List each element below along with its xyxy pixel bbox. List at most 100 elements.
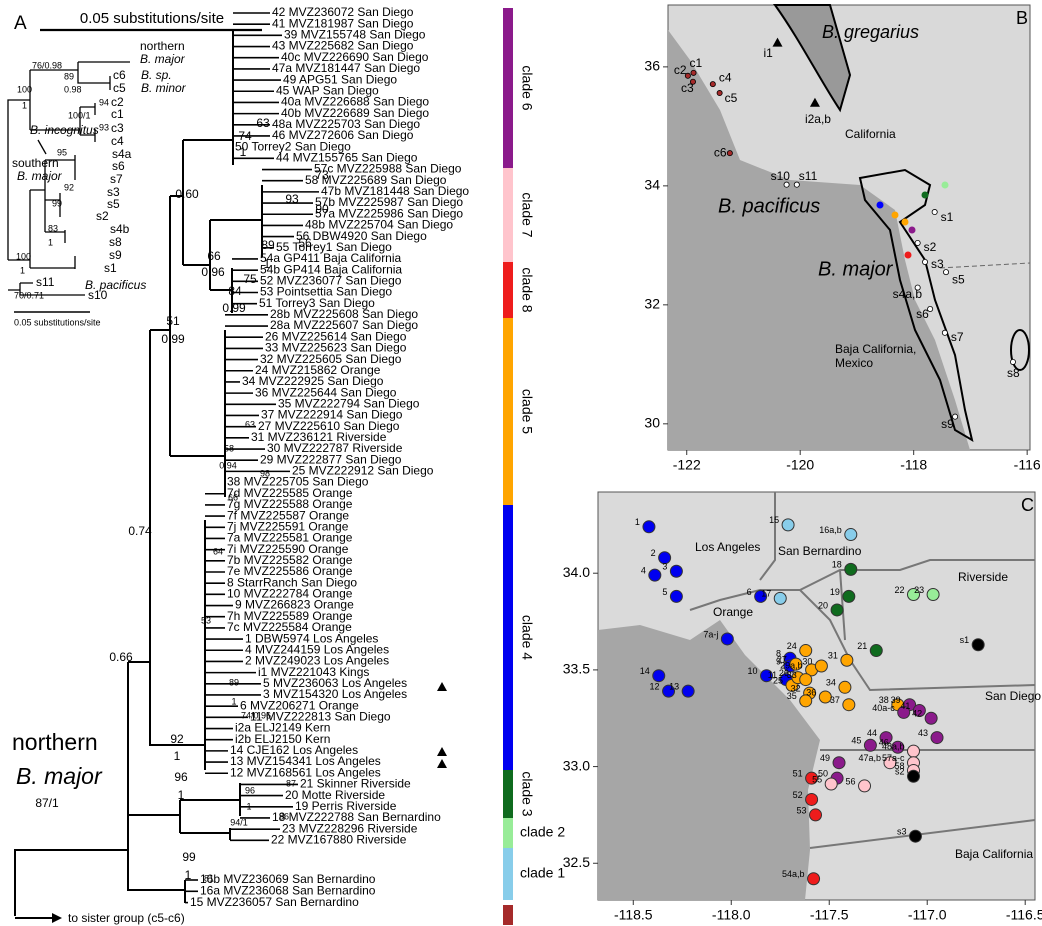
site-marker bbox=[972, 639, 984, 651]
site-marker bbox=[670, 590, 682, 602]
site-marker bbox=[649, 569, 661, 581]
inset-label: 95 bbox=[57, 147, 67, 157]
site-marker bbox=[782, 519, 794, 531]
place-label: B. gregarius bbox=[822, 22, 919, 42]
site-marker bbox=[864, 739, 876, 751]
inset-label: B. major bbox=[17, 169, 63, 183]
inset-label: s5 bbox=[107, 197, 120, 211]
support-value: 63 bbox=[245, 419, 255, 429]
clade-bar bbox=[503, 818, 513, 848]
site-label: 3 bbox=[662, 562, 667, 572]
site-marker bbox=[825, 778, 837, 790]
x-tick-label: -116.5 bbox=[1006, 907, 1042, 923]
site-marker bbox=[784, 182, 789, 187]
clade-bar bbox=[503, 770, 513, 818]
root-label: B. major bbox=[16, 763, 103, 789]
site-label: i1 bbox=[764, 46, 774, 60]
inset-label: 100 bbox=[17, 84, 32, 94]
site-marker bbox=[908, 770, 920, 782]
site-label: 12 bbox=[650, 682, 660, 692]
inset-label: s7 bbox=[110, 172, 123, 186]
page: Phylogeny and sampling maps { "panel_a":… bbox=[0, 0, 1042, 926]
x-tick-label: -118.5 bbox=[614, 907, 653, 923]
inset-label: 92 bbox=[64, 182, 74, 192]
site-label: 56 bbox=[845, 776, 855, 786]
site-label: 35 bbox=[787, 691, 797, 701]
region-label: Orange bbox=[713, 605, 753, 619]
site-label: 1 bbox=[635, 517, 640, 527]
site-marker bbox=[843, 699, 855, 711]
support-value: 96 bbox=[245, 785, 255, 795]
site-label: c1 bbox=[690, 56, 703, 70]
site-label: 47a,b bbox=[858, 753, 881, 763]
site-marker bbox=[870, 645, 882, 657]
site-label: 10 bbox=[748, 666, 758, 676]
site-label: s1 bbox=[941, 210, 954, 224]
site-label: 4 bbox=[641, 566, 646, 576]
region-label: Baja California bbox=[955, 847, 1033, 861]
site-label: 17 bbox=[761, 589, 771, 599]
site-marker bbox=[859, 780, 871, 792]
support-value: 63 bbox=[256, 116, 270, 130]
inset-label: s6 bbox=[112, 159, 125, 173]
support-value: 75 bbox=[243, 272, 257, 286]
support-value: 0.66 bbox=[109, 650, 133, 664]
inset-label: 1 bbox=[48, 237, 53, 247]
support-value: 98 bbox=[260, 468, 270, 478]
site-marker bbox=[800, 645, 812, 657]
site-label: 48a,b bbox=[882, 741, 905, 751]
site-label: 20 bbox=[818, 600, 828, 610]
inset-label: 1 bbox=[22, 100, 27, 110]
site-marker bbox=[653, 670, 665, 682]
support-value: 64 bbox=[213, 546, 223, 556]
x-tick-label: -116 bbox=[1014, 457, 1041, 473]
site-marker bbox=[670, 565, 682, 577]
site-label: 14 bbox=[640, 666, 650, 676]
y-tick-label: 36 bbox=[644, 58, 660, 74]
clade-bar bbox=[503, 8, 513, 168]
clade-bar bbox=[503, 318, 513, 505]
support-value: 0.96 bbox=[201, 265, 225, 279]
place-label: Baja California, bbox=[835, 342, 916, 356]
triangle-marker bbox=[437, 682, 447, 768]
inset-label: s8 bbox=[109, 235, 122, 249]
site-marker bbox=[717, 90, 722, 95]
site-marker bbox=[943, 270, 948, 275]
site-label: s11 bbox=[799, 169, 818, 183]
support-value: 87 bbox=[286, 778, 296, 788]
site-label: s1 bbox=[960, 635, 970, 645]
arrow bbox=[38, 140, 46, 154]
region-label: Riverside bbox=[958, 570, 1008, 584]
clade-label: clade 8 bbox=[519, 267, 535, 312]
inset-label: B. major bbox=[140, 52, 186, 66]
inset-label: 100/1 bbox=[68, 110, 91, 120]
site-marker bbox=[774, 592, 786, 604]
support-value: 1 bbox=[174, 749, 181, 763]
support-value: 84 bbox=[228, 284, 242, 298]
support-value: 51 bbox=[166, 314, 180, 328]
site-label: 43 bbox=[918, 728, 928, 738]
inset-label: B. minor bbox=[141, 81, 187, 95]
site-marker bbox=[931, 732, 943, 744]
site-marker bbox=[909, 830, 921, 842]
site-label: s4a,b bbox=[893, 287, 923, 301]
y-tick-label: 34.0 bbox=[563, 564, 590, 580]
site-marker bbox=[691, 70, 696, 75]
support-value: 53 bbox=[201, 615, 211, 625]
site-label: 13 bbox=[669, 682, 679, 692]
site-label: 16a,b bbox=[819, 525, 842, 535]
site-label: 2 bbox=[651, 548, 656, 558]
site-label: 51 bbox=[793, 769, 803, 779]
inset-label: s10 bbox=[88, 288, 108, 302]
inset-label: s1 bbox=[104, 261, 117, 275]
site-label: 55 bbox=[812, 774, 822, 784]
site-label: 54a,b bbox=[782, 869, 805, 879]
panel-label: A bbox=[14, 13, 27, 34]
y-tick-label: 30 bbox=[644, 415, 660, 431]
clade-label: clade 6 bbox=[519, 65, 535, 110]
site-label: 7a-j bbox=[703, 629, 718, 639]
clade-bar bbox=[503, 905, 513, 925]
figure: A 0.05 substitutions/site to sister grou… bbox=[0, 0, 1042, 926]
body: A 0.05 substitutions/site to sister grou… bbox=[0, 0, 1042, 926]
site-label: s5 bbox=[952, 272, 965, 286]
